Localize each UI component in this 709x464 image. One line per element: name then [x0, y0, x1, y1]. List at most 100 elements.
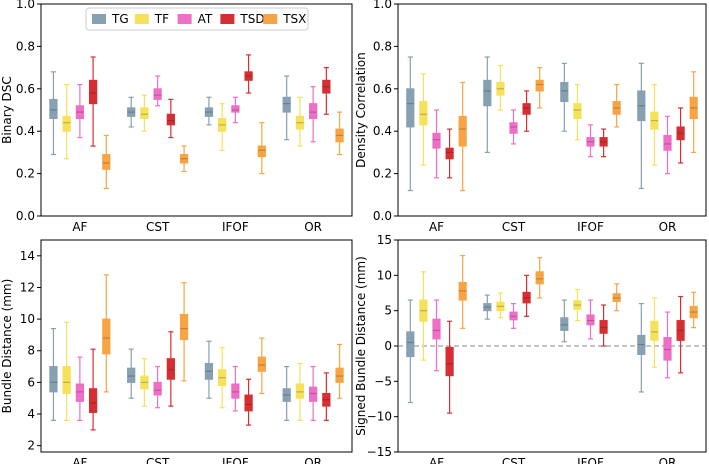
box-tg-or [637, 303, 646, 393]
box-at-or [308, 365, 318, 421]
box-at-or [308, 86, 318, 143]
y-tick-label: −5 [374, 374, 392, 388]
box-iqr [586, 314, 595, 326]
box-tf-cst [140, 94, 149, 132]
box-iqr [62, 115, 71, 132]
box-tsd-ifof [244, 54, 253, 94]
box-iqr [75, 383, 85, 402]
x-category-label: CST [502, 220, 526, 234]
box-at-ifof [231, 96, 240, 124]
box-at-cst [509, 303, 518, 329]
box-tsd-or [676, 107, 685, 164]
panel-1: 0.0 0.2 0.4 0.6 0.8 1.0 Binary DSC AF CST IFOF OR T… [0, 0, 353, 234]
y-tick-label: 0.4 [373, 124, 392, 138]
y-tick-label: 0.6 [373, 82, 392, 96]
box-at-or [663, 115, 672, 175]
box-tg-cst [127, 96, 136, 128]
x-category-label: OR [304, 220, 322, 234]
box-at-af [432, 109, 441, 179]
box-tf-ifof [218, 346, 227, 409]
legend-label-tsx: TSX [282, 12, 306, 26]
box-at-af [75, 356, 85, 421]
x-category-label: OR [659, 220, 677, 234]
box-iqr [535, 79, 544, 92]
x-category-label: CST [146, 456, 170, 464]
box-tg-ifof [560, 299, 569, 343]
box-iqr [522, 103, 531, 115]
box-tf-or [295, 96, 305, 147]
box-tf-af [62, 321, 71, 421]
box-tg-or [282, 365, 291, 421]
box-tsx-cst [535, 257, 544, 299]
box-iqr [153, 88, 162, 100]
box-tg-af [406, 299, 415, 404]
panel-2: 0.0 0.2 0.4 0.6 0.8 1.0 Density Correlation AF C… [354, 0, 707, 234]
box-tsx-ifof [257, 122, 266, 175]
box-tf-or [650, 83, 659, 166]
y-tick-label: −15 [367, 445, 392, 459]
box-tg-ifof [204, 96, 214, 126]
box-iqr [140, 107, 149, 119]
box-tg-ifof [560, 62, 569, 132]
box-iqr [49, 366, 58, 393]
box-tf-cst [496, 64, 505, 111]
y-axis-label: Binary DSC [0, 76, 14, 144]
box-tsd-ifof [244, 378, 253, 426]
y-tick-label: 0.2 [373, 167, 392, 181]
x-category-label: AF [72, 220, 87, 234]
box-iqr [231, 105, 240, 113]
axes-frame [397, 3, 707, 217]
box-tsd-af [88, 348, 98, 431]
y-tick-label: 0.4 [16, 124, 35, 138]
y-tick-label: 2 [27, 439, 35, 453]
box-tsx-ifof [612, 83, 621, 128]
box-at-cst [509, 109, 518, 145]
box-tg-cst [483, 294, 492, 320]
y-tick-label: 4 [27, 407, 35, 421]
panel-3: 2 4 6 8 10 12 14 Bundle Distance (mm) AF CST IFOF O… [0, 239, 353, 464]
box-iqr [650, 320, 659, 341]
legend-label-tsd: TSD [239, 12, 264, 26]
box-iqr [406, 331, 415, 358]
x-category-label: CST [146, 220, 170, 234]
box-iqr [282, 96, 291, 113]
box-tf-af [419, 73, 428, 166]
box-at-ifof [231, 365, 240, 412]
box-tg-or [637, 62, 646, 190]
legend-frame [85, 7, 309, 31]
y-tick-label: 0 [384, 339, 392, 353]
box-iqr [663, 337, 672, 361]
legend-label-at: AT [198, 12, 213, 26]
box-tf-or [650, 297, 659, 368]
y-tick-label: 0.8 [16, 39, 35, 53]
y-tick-label: 15 [377, 233, 392, 247]
box-iqr [166, 113, 175, 126]
legend-swatch-at [177, 14, 192, 24]
box-at-cst [153, 365, 162, 409]
y-tick-label: 1.0 [373, 0, 392, 11]
box-iqr [166, 358, 175, 380]
box-iqr [257, 356, 266, 372]
box-tsd-ifof [599, 304, 608, 347]
box-tg-af [406, 56, 415, 192]
y-tick-label: −10 [367, 410, 392, 424]
box-tg-af [49, 71, 58, 156]
x-category-label: IFOF [577, 220, 604, 234]
box-tg-cst [483, 56, 492, 153]
box-tf-af [62, 83, 71, 160]
box-iqr [62, 366, 71, 394]
y-tick-label: 10 [377, 268, 392, 282]
box-iqr [406, 88, 415, 128]
box-tsd-cst [166, 331, 175, 407]
y-tick-label: 0.6 [16, 82, 35, 96]
x-category-label: OR [304, 456, 322, 464]
box-tsx-or [335, 111, 344, 156]
box-iqr [257, 145, 266, 158]
y-axis-label: Bundle Distance (mm) [0, 279, 14, 414]
box-at-cst [153, 75, 162, 107]
box-tsd-cst [166, 98, 175, 139]
legend: TG TF AT TSD TSX [85, 7, 309, 31]
box-iqr [308, 386, 318, 402]
box-tf-ifof [573, 83, 582, 141]
panel-4: −15 −10 −5 0 5 10 15 Signed Bundle Distance (mm… [354, 233, 707, 464]
